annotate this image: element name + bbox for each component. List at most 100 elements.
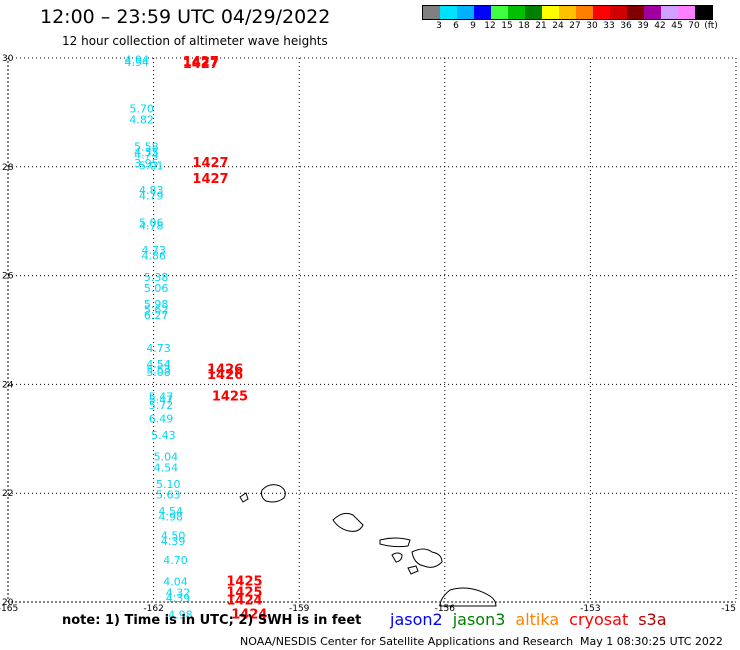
wave-height-value: 4.98 (158, 510, 183, 523)
color-legend (422, 5, 713, 20)
island-niihau (239, 492, 249, 503)
satellite-legend: jason2 jason3 altika cryosat s3a (390, 610, 677, 629)
wave-height-value: 4.35 (134, 146, 159, 159)
pass-time-label: 1424 (231, 607, 267, 622)
pass-time-label: 1427 (192, 156, 228, 171)
island-kahoolawe (407, 565, 419, 575)
wave-height-value: 5.62 (144, 304, 169, 317)
y-tick-label: 30 (2, 54, 14, 64)
map-subtitle: 12 hour collection of altimeter wave hei… (62, 34, 328, 48)
legend-swatch (576, 6, 593, 19)
x-tick-label: -159 (289, 604, 310, 614)
wave-height-value: 6.49 (149, 412, 174, 425)
legend-swatch (627, 6, 644, 19)
wave-height-value: 4.54 (158, 505, 183, 518)
wave-height-value: 4.32 (166, 587, 191, 600)
wave-height-value: 4.74 (134, 149, 159, 162)
pass-time-label: 1425 (226, 586, 262, 601)
wave-height-value: 4.73 (141, 244, 166, 257)
wave-height-value: 5.70 (129, 102, 154, 115)
wave-height-value: 4.04 (163, 576, 188, 589)
x-tick-label: -15 (721, 604, 736, 614)
legend-label: 18 (518, 21, 530, 31)
y-tick-label: 22 (2, 489, 13, 499)
generated-date: May 1 08:30:25 UTC 2022 (580, 635, 723, 648)
color-legend-labels: 3 6 9 12 15 18 21 24 27 30 33 36 39 42 45 70 (ft) (422, 21, 732, 33)
coastlines (239, 484, 497, 607)
legend-swatch (610, 6, 627, 19)
legend-label: 30 (586, 21, 598, 31)
legend-swatch (423, 6, 440, 19)
wave-height-value: 4.94 (124, 56, 149, 69)
legend-swatch (474, 6, 491, 19)
satellite-jason2: jason2 (390, 610, 443, 629)
y-tick-label: 20 (2, 598, 14, 608)
legend-label: 24 (552, 21, 564, 31)
wave-height-value: 6.27 (144, 309, 169, 322)
legend-label: 3 (436, 21, 442, 31)
wave-height-value: 4.54 (154, 461, 179, 474)
island-maui (411, 548, 443, 568)
pass-time-label: 1427 (183, 57, 219, 72)
island-oahu (332, 512, 364, 532)
pass-time-label: 1424 (226, 594, 262, 609)
legend-label: 45 (671, 21, 683, 31)
satellite-s3a: s3a (638, 610, 667, 629)
legend-swatch (559, 6, 576, 19)
pass-time-label: 1425 (226, 575, 262, 590)
wave-height-value: 4.82 (129, 113, 154, 126)
legend-label: 27 (569, 21, 581, 31)
wave-height-value: 5.47 (149, 393, 174, 406)
legend-label: 12 (484, 21, 496, 31)
wave-height-value: 4.94 (124, 53, 149, 66)
wave-height-value: 4.86 (141, 249, 166, 262)
legend-swatch (593, 6, 610, 19)
map-title: 12:00 – 23:59 UTC 04/29/2022 (40, 6, 331, 28)
wave-height-value: 5.63 (156, 489, 181, 502)
wave-height-value: 5.06 (144, 282, 169, 295)
pass-time-label: 1427 (192, 172, 228, 187)
wave-height-value: 4.79 (139, 189, 164, 202)
legend-label: 39 (637, 21, 649, 31)
wave-height-value: 5.98 (144, 298, 169, 311)
legend-swatch (491, 6, 508, 19)
legend-label: 36 (620, 21, 632, 31)
legend-label: 9 (470, 21, 476, 31)
legend-swatch (440, 6, 457, 19)
legend-swatch (695, 6, 712, 19)
island-molokai (379, 537, 411, 548)
wave-height-value: 3.95 (134, 157, 159, 170)
island-kauai (261, 484, 286, 503)
y-tick-label: 24 (2, 380, 14, 390)
wave-height-value: 4.73 (146, 342, 171, 355)
legend-swatch (457, 6, 474, 19)
wave-height-value: 5.04 (154, 451, 179, 464)
wave-height-value: 5.38 (144, 271, 169, 284)
legend-swatch (508, 6, 525, 19)
wave-height-value: 5.10 (156, 478, 181, 491)
y-tick-label: 26 (2, 272, 14, 282)
legend-label: 42 (654, 21, 666, 31)
wave-height-value: 4.98 (168, 608, 193, 621)
wave-height-value: 5.53 (146, 364, 171, 377)
wave-height-value: 5.06 (139, 217, 164, 230)
x-tick-label: -153 (580, 604, 600, 614)
legend-swatch (661, 6, 678, 19)
legend-label: 15 (501, 21, 513, 31)
legend-swatch (542, 6, 559, 19)
satellite-altika: altika (515, 610, 560, 629)
pass-time-label: 1426 (207, 368, 243, 383)
island-hawaii (439, 587, 497, 607)
wave-height-value: 4.39 (166, 592, 191, 605)
satellite-cryosat: cryosat (569, 610, 629, 629)
wave-height-value: 5.08 (146, 366, 171, 379)
legend-swatch (678, 6, 695, 19)
legend-label: 70 (688, 21, 700, 31)
legend-label: (ft) (704, 21, 718, 31)
grid-lines (7, 57, 737, 603)
axis-tick-labels: -165 -162 -159 -156 -153 -15 30 28 26 24 22 20 (0, 54, 736, 614)
wave-height-value: 4.83 (139, 184, 164, 197)
footer-note: note: 1) Time is in UTC; 2) SWH is in fe… (62, 613, 362, 628)
wave-height-value: 5.58 (134, 140, 159, 153)
pass-time-label: 1426 (207, 363, 243, 378)
